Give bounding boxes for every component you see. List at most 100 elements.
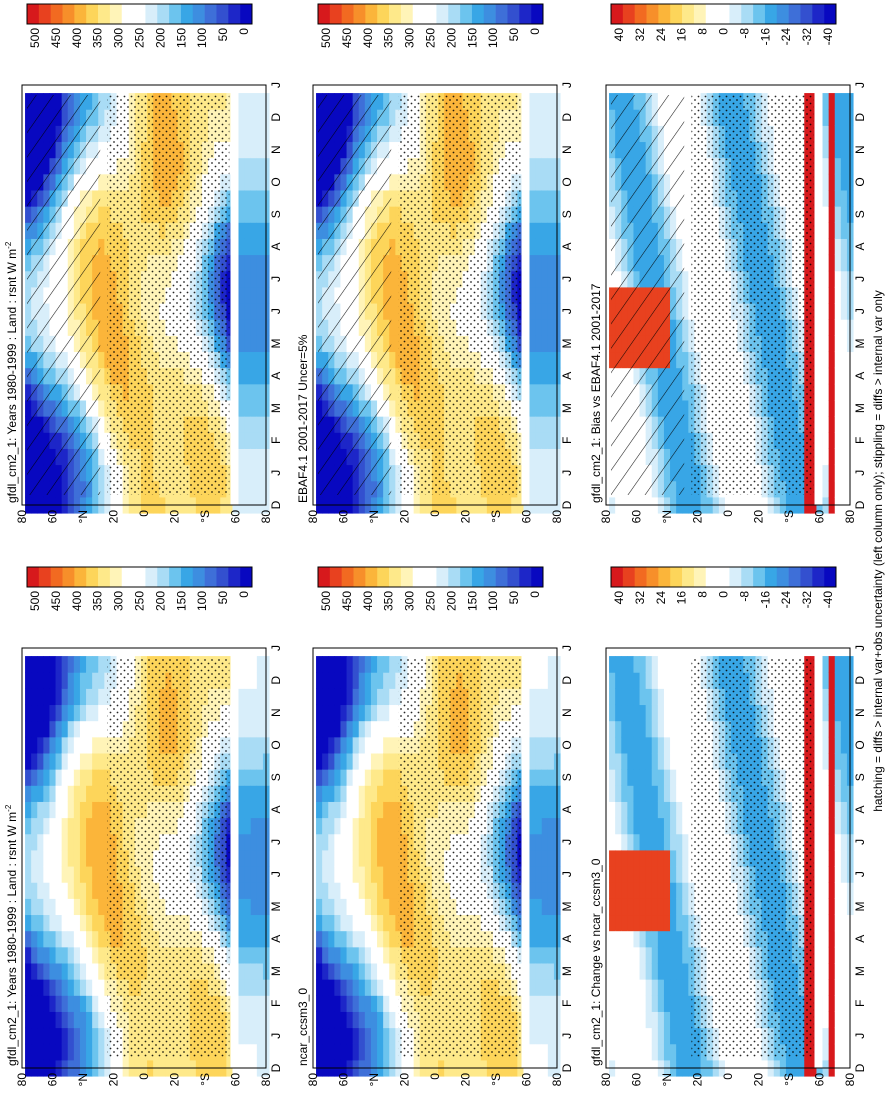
heatmap-cell: [352, 672, 360, 689]
colorbar: 500 450 400 350 300 250 200 150 100 50 0: [26, 566, 253, 611]
heatmap-cell: [328, 866, 335, 883]
heatmap-cell: [389, 383, 396, 401]
heatmap-cell: [541, 319, 549, 336]
heatmap-cell: [67, 995, 75, 1012]
colorbar-swatch: [318, 567, 331, 587]
heatmap-cell: [389, 286, 396, 304]
heatmap-cell: [86, 1011, 93, 1029]
heatmap-cell: [377, 688, 384, 706]
heatmap-cell: [370, 979, 378, 996]
heatmap-cell: [98, 882, 105, 899]
heatmap-cell: [238, 704, 246, 722]
heatmap-cell: [535, 801, 543, 819]
heatmap-cell: [98, 914, 105, 932]
heatmap-cell: [79, 736, 87, 754]
heatmap-cell: [244, 736, 252, 754]
heatmap-cell: [61, 866, 69, 883]
heatmap-cell: [256, 335, 264, 353]
heatmap-cell: [31, 672, 38, 689]
heatmap-cell: [529, 1011, 537, 1029]
heatmap-cell: [346, 688, 354, 706]
heatmap-cell: [244, 801, 252, 819]
month-tick-label: M: [269, 966, 283, 976]
heatmap-cell: [86, 866, 93, 883]
heatmap-cell: [547, 672, 555, 689]
heatmap-cell: [358, 753, 366, 770]
lat-tick-label: 60: [337, 510, 351, 524]
heatmap-cell: [238, 222, 246, 239]
heatmap-cell: [541, 1027, 549, 1045]
heatmap-cell: [86, 656, 93, 673]
lat-tick-label: °S: [489, 510, 503, 523]
lat-tick-label: °N: [367, 1073, 381, 1086]
heatmap-cell: [352, 1027, 360, 1045]
heatmap-cell: [358, 801, 366, 819]
heatmap-cell: [49, 704, 57, 722]
heatmap-cell: [322, 898, 329, 916]
hatching-overlay: [27, 95, 101, 495]
heatmap-cell: [256, 109, 264, 126]
heatmap-cell: [541, 1043, 549, 1061]
heatmap-cell: [541, 254, 549, 272]
heatmap-cell: [364, 1043, 372, 1061]
heatmap-cell: [517, 801, 524, 819]
heatmap-cell: [541, 736, 549, 754]
heatmap-cell: [238, 963, 246, 980]
heatmap-cell: [37, 930, 44, 948]
heatmap-cell: [547, 769, 555, 786]
heatmap-cell: [226, 866, 233, 883]
heatmap-cell: [370, 1027, 378, 1045]
heatmap-cell: [682, 432, 689, 449]
colorbar-tick-label: 500: [28, 591, 42, 611]
heatmap-cell: [67, 704, 75, 722]
heatmap-cell: [244, 303, 252, 320]
lat-tick-label: 60: [229, 510, 243, 524]
heatmap-cell: [340, 672, 348, 689]
stippling-overlay: [398, 658, 521, 1058]
colorbar-swatch: [86, 4, 99, 24]
colorbar-swatch: [240, 4, 253, 24]
heatmap-cell: [43, 817, 50, 835]
colorbar-tick-label: 250: [133, 591, 147, 611]
heatmap-cell: [517, 206, 524, 223]
heatmap-cell: [346, 1043, 354, 1061]
heatmap-cell: [86, 672, 93, 689]
colorbar-swatch: [38, 567, 51, 587]
heatmap-cell: [541, 125, 549, 143]
heatmap-cell: [79, 720, 87, 738]
heatmap-cell: [541, 383, 549, 401]
heatmap-cell: [370, 1011, 378, 1029]
heatmap-cell: [358, 720, 366, 738]
heatmap-cell: [256, 93, 264, 110]
heatmap-cell: [226, 833, 233, 851]
lat-tick-label: 20: [107, 510, 121, 524]
colorbar-tick-label: 150: [465, 591, 479, 611]
heatmap-cell: [547, 222, 555, 239]
heatmap-cell: [226, 914, 233, 932]
heatmap-cell: [37, 672, 44, 689]
heatmap-cell: [244, 125, 252, 143]
heatmap-cell: [244, 672, 252, 689]
heatmap-cell: [250, 817, 258, 835]
heatmap-cell: [43, 688, 50, 706]
heatmap-cell: [383, 866, 390, 883]
heatmap-cell: [98, 335, 105, 353]
heatmap-cell: [389, 882, 396, 899]
heatmap-cell: [352, 769, 360, 786]
heatmap-cell: [226, 335, 233, 353]
heatmap-cell: [238, 157, 246, 175]
heatmap-cell: [98, 817, 105, 835]
heatmap-cell: [346, 882, 354, 899]
heatmap-cell: [256, 303, 264, 320]
heatmap-cell: [316, 1011, 323, 1029]
heatmap-cell: [61, 979, 69, 996]
lat-tick-label: 0: [428, 1073, 442, 1080]
heatmap-cell: [547, 93, 555, 110]
heatmap-cell: [346, 1027, 354, 1045]
heatmap-cell: [322, 1011, 329, 1029]
heatmap-cell: [226, 995, 233, 1012]
heatmap-cell: [334, 656, 341, 673]
lat-tick-label: 80: [259, 510, 273, 524]
heatmap-cell: [535, 206, 543, 223]
month-tick-label: J: [269, 276, 283, 282]
